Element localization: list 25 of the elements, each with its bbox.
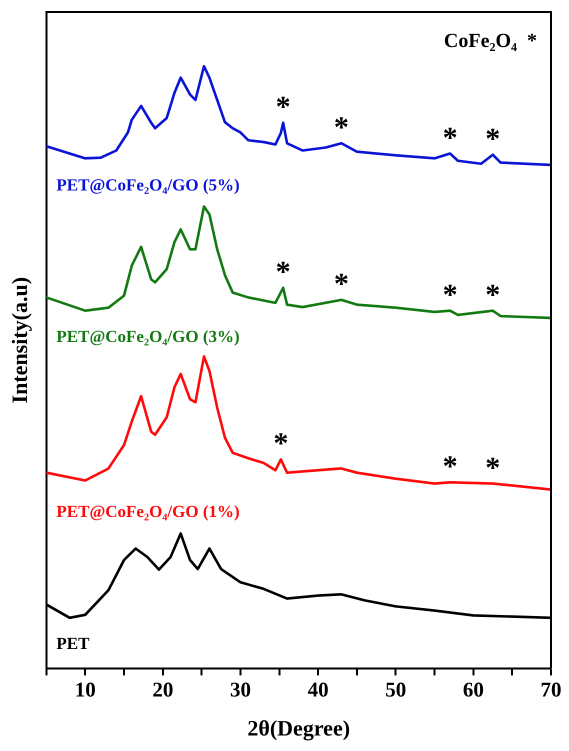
- x-tick-label: 40: [308, 677, 329, 702]
- x-tick-label: 10: [74, 677, 96, 702]
- annotation: *: [442, 278, 458, 312]
- x-tick-label: 30: [230, 677, 251, 702]
- annotation: *: [276, 90, 291, 124]
- x-tick-label: 70: [540, 677, 562, 702]
- annotation: *: [334, 268, 349, 301]
- series-label: PET@CoFe₂O₄/GO (5%): [56, 176, 240, 195]
- text: CoFe₂O₄ *: [444, 30, 537, 52]
- annotation: *: [485, 122, 500, 156]
- annotation: *: [485, 278, 500, 312]
- annotation: *: [442, 121, 458, 154]
- series-label: PET@CoFe₂O₄/GO (1%): [56, 502, 240, 522]
- x-axis-title: 2θ(Degree): [247, 715, 350, 740]
- annotation: *: [273, 427, 288, 460]
- x-tick-label: 50: [385, 677, 406, 702]
- series-label: PET: [56, 634, 90, 653]
- annotation: *: [485, 451, 500, 484]
- annotation: *: [276, 256, 291, 289]
- x-tick-label: 20: [152, 677, 174, 702]
- y-axis-title: Intensity(a.u): [6, 276, 32, 404]
- annotation: *: [442, 450, 458, 484]
- series-label: PET@CoFe₂O₄/GO (3%): [56, 326, 240, 346]
- annotation: *: [334, 111, 349, 144]
- x-tick-label: 60: [462, 677, 484, 702]
